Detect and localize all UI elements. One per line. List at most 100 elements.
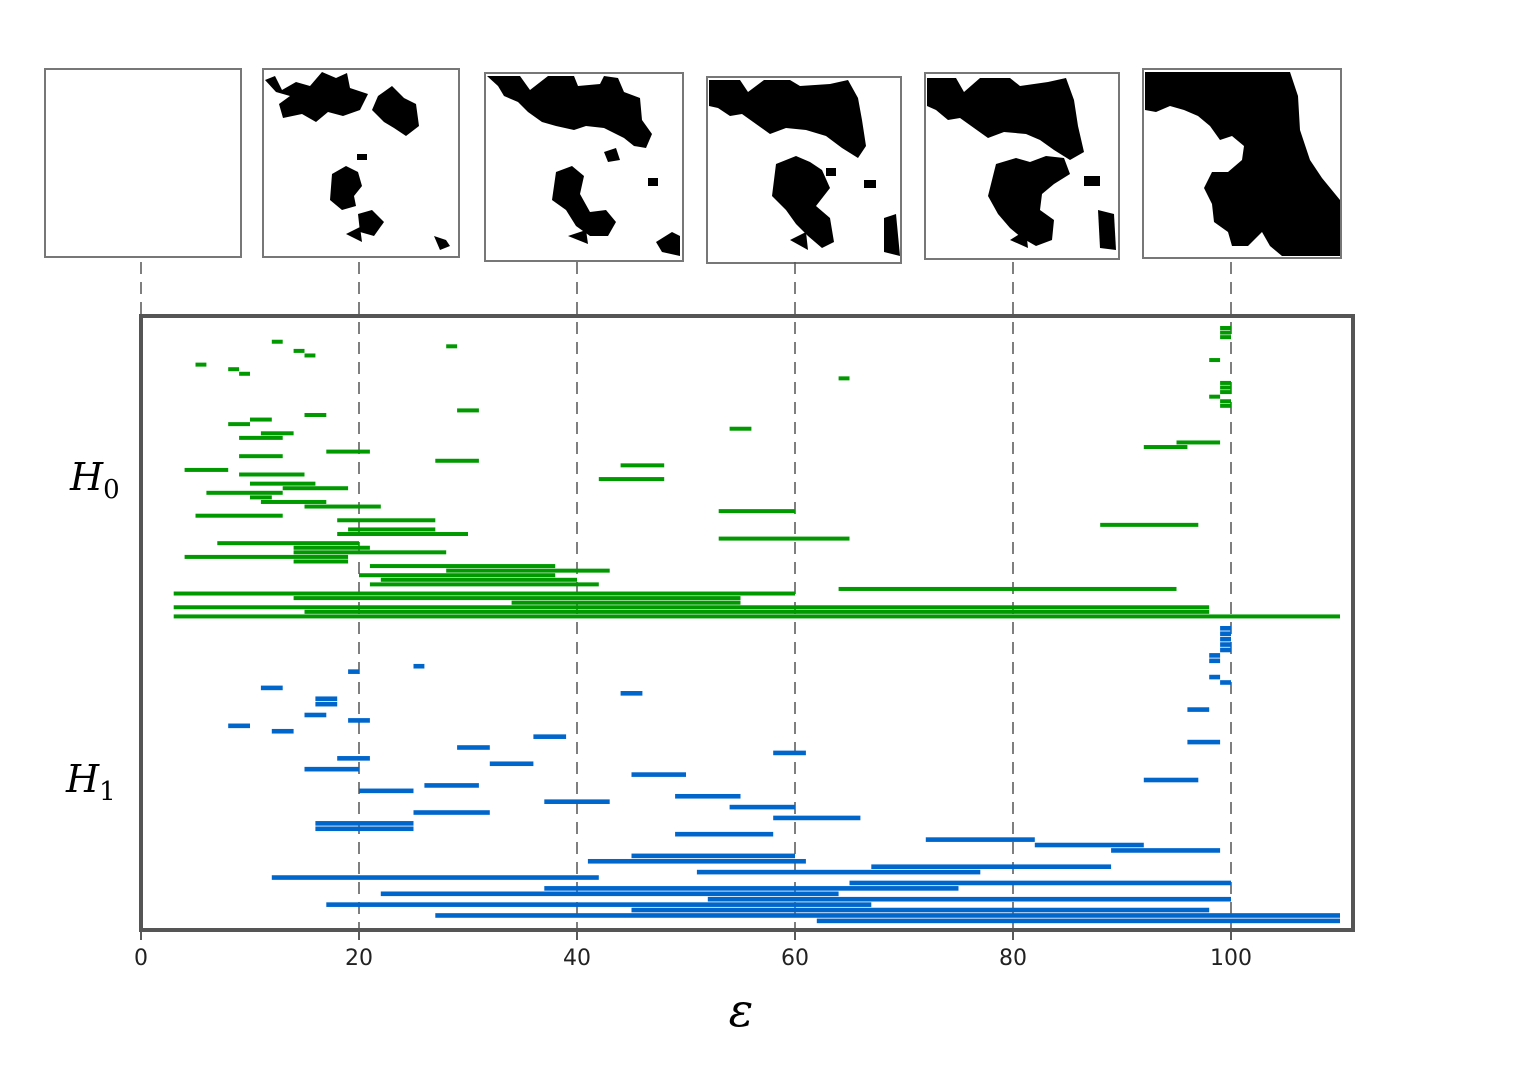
bar-h0-37: [250, 495, 272, 500]
grid-lines: [140, 262, 1232, 930]
bar-h0-25: [1176, 440, 1221, 445]
bar-h0-45: [337, 532, 468, 537]
bar-h1-40: [1034, 842, 1144, 848]
bar-h0-23: [260, 431, 294, 436]
bar-h0-13: [1220, 385, 1231, 390]
bar-h0-17: [1220, 403, 1231, 408]
bar-h1-6: [1209, 658, 1221, 664]
thumbnail-eps-100: [1142, 68, 1342, 259]
bar-h0-56: [369, 582, 599, 587]
thumbnail-eps-20: [262, 68, 460, 258]
thumbnail-eps-60: [706, 76, 902, 264]
bar-h1-45: [696, 869, 981, 875]
bar-h1-13: [315, 696, 338, 702]
bar-h0-30: [620, 463, 665, 468]
bar-h1-44: [871, 864, 1112, 870]
thumbnail-eps-0: [44, 68, 242, 258]
bar-h1-19: [271, 728, 294, 734]
thumbnail-eps-80: [924, 72, 1120, 260]
bar-h0-28: [239, 454, 283, 459]
bar-h0-19: [304, 412, 327, 417]
bar-h0-42: [337, 518, 436, 523]
bar-h1-54: [816, 918, 1340, 924]
x-axis-title: ε: [729, 983, 754, 1037]
bar-h0-39: [304, 504, 381, 509]
bar-h1-8: [348, 669, 359, 674]
bar-h1-48: [544, 886, 959, 891]
bar-h0-16: [1220, 399, 1231, 404]
bar-h0-43: [1100, 522, 1199, 527]
bar-h1-34: [413, 810, 490, 815]
bar-h0-44: [348, 527, 436, 532]
bar-h1-7: [413, 663, 425, 669]
bar-h0-3: [271, 339, 283, 344]
bar-h1-23: [773, 750, 806, 756]
x-tick-label-1: 20: [345, 946, 373, 971]
bar-h1-38: [675, 831, 774, 837]
bar-h1-3: [1220, 642, 1231, 647]
bar-h0-38: [260, 499, 327, 504]
bar-h1-50: [707, 896, 1231, 902]
row-label-h1-base: H: [65, 757, 100, 801]
bar-h1-22: [457, 745, 490, 750]
bar-h0-1: [1220, 330, 1231, 335]
bar-h1-9: [1209, 674, 1221, 680]
bar-h1-31: [675, 793, 741, 799]
x-tick-label-3: 60: [781, 946, 809, 971]
row-label-h0-sub: 0: [103, 475, 120, 505]
bar-h0-47: [217, 541, 359, 546]
thumbnail-eps-40: [484, 72, 684, 262]
bar-h0-24: [239, 435, 283, 440]
x-tick-label-0: 0: [134, 946, 148, 971]
bar-h0-22: [729, 426, 752, 431]
bar-h1-27: [631, 772, 686, 777]
bar-h1-25: [489, 761, 534, 767]
bar-h0-50: [184, 554, 349, 559]
bar-h0-11: [838, 376, 850, 381]
row-label-h0-base: H: [69, 455, 104, 499]
bar-h1-10: [1220, 680, 1231, 685]
bar-h1-29: [424, 783, 479, 788]
bar-h1-53: [435, 913, 1340, 918]
bar-h0-59: [293, 596, 741, 601]
bar-h1-14: [315, 701, 338, 707]
bar-h0-27: [326, 449, 370, 454]
bar-h0-49: [293, 550, 447, 555]
bar-h0-18: [457, 408, 479, 413]
bar-h1-11: [260, 685, 283, 691]
bar-h1-26: [304, 766, 359, 772]
bar-h0-32: [239, 472, 305, 477]
bar-h0-26: [1143, 445, 1188, 450]
bar-h1-5: [1209, 653, 1221, 658]
bar-h1-47: [849, 880, 1231, 886]
bar-h1-17: [348, 718, 370, 723]
bar-h1-2: [1220, 636, 1231, 642]
bar-h0-54: [359, 573, 556, 578]
bar-h0-40: [718, 509, 795, 514]
bar-h0-8: [195, 362, 207, 367]
bar-h1-46: [271, 875, 599, 880]
row-label-h1-sub: 1: [99, 777, 116, 807]
row-label-h0: H0: [69, 455, 120, 505]
bar-h0-29: [435, 458, 479, 463]
bar-h1-18: [228, 723, 250, 729]
row-label-h1: H1: [65, 757, 116, 807]
bar-h0-52: [369, 564, 556, 569]
bar-h1-20: [533, 734, 567, 739]
bar-h0-36: [206, 490, 283, 495]
bar-h1-52: [631, 907, 1210, 913]
bar-h0-57: [838, 586, 1177, 591]
bar-h1-1: [1220, 631, 1231, 637]
bar-h1-30: [359, 788, 414, 794]
persistence-bars: [173, 326, 1341, 924]
bar-h0-41: [195, 513, 283, 518]
bar-h1-33: [729, 804, 795, 810]
bar-h1-32: [544, 799, 610, 804]
x-tick-label-4: 80: [999, 946, 1027, 971]
bar-h0-35: [282, 486, 349, 491]
bar-h1-36: [315, 821, 414, 826]
bar-h0-21: [228, 422, 250, 427]
bar-h0-9: [228, 367, 240, 372]
bar-h0-20: [250, 417, 272, 422]
